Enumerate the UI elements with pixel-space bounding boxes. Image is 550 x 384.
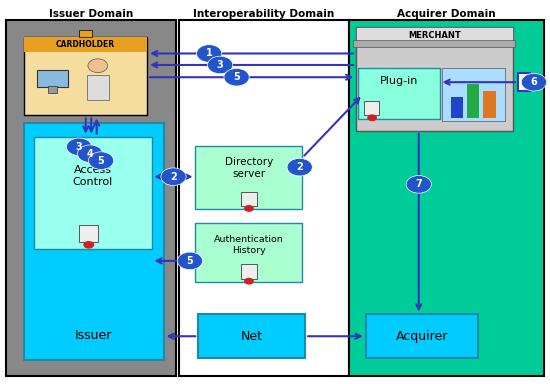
Text: 5: 5 [98,156,104,166]
Bar [179,20,349,376]
Circle shape [67,138,92,156]
Bar [195,146,302,209]
Bar [6,20,176,376]
Bar [24,37,147,51]
Bar [359,68,439,119]
Circle shape [224,68,249,86]
Circle shape [196,45,222,62]
Bar [48,86,57,93]
Bar [87,75,109,100]
Text: 2: 2 [170,172,177,182]
Text: Interoperability Domain: Interoperability Domain [194,9,334,19]
Circle shape [161,168,186,185]
FancyBboxPatch shape [241,192,257,206]
Circle shape [406,175,431,193]
Bar [24,123,164,360]
Text: 2: 2 [296,162,303,172]
Bar [354,40,515,46]
Text: 6: 6 [531,77,537,87]
FancyBboxPatch shape [241,264,257,279]
Circle shape [89,152,114,169]
Text: 3: 3 [217,60,223,70]
Bar [356,28,513,131]
Bar [442,68,505,121]
Circle shape [287,158,312,176]
Bar [34,137,152,249]
Text: 5: 5 [186,256,194,266]
Circle shape [88,59,108,73]
Circle shape [244,278,254,285]
Text: Plug-in: Plug-in [380,76,418,86]
Circle shape [207,56,233,74]
Circle shape [367,114,377,121]
Text: Acquirer: Acquirer [395,330,448,343]
Circle shape [521,73,547,91]
Text: 7: 7 [415,179,422,189]
Bar [450,97,463,118]
Bar [366,314,478,358]
Text: 5: 5 [233,72,240,82]
Text: 4: 4 [87,149,94,159]
Bar [195,223,302,282]
FancyBboxPatch shape [364,101,380,116]
Text: Directory
server: Directory server [225,157,273,179]
Bar [24,37,147,116]
Circle shape [244,205,254,212]
Bar [349,20,544,376]
Text: Issuer: Issuer [75,329,112,342]
Text: Net: Net [241,330,263,343]
Circle shape [78,145,103,162]
Bar [518,73,530,91]
Text: MERCHANT: MERCHANT [408,31,461,40]
Text: Acquirer Domain: Acquirer Domain [397,9,496,19]
Bar [37,70,68,87]
Bar [356,28,513,43]
Circle shape [177,252,202,270]
Circle shape [83,241,94,248]
Text: Issuer Domain: Issuer Domain [49,9,133,19]
Bar [79,30,92,37]
Text: 3: 3 [76,142,82,152]
Text: 1: 1 [206,48,212,58]
Text: Authentication
History: Authentication History [214,235,284,255]
Bar [483,91,496,118]
Text: CARDHOLDER: CARDHOLDER [56,40,115,49]
Text: Access
Control: Access Control [73,165,113,187]
Bar [467,84,479,118]
Bar [198,314,305,358]
FancyBboxPatch shape [79,225,98,242]
